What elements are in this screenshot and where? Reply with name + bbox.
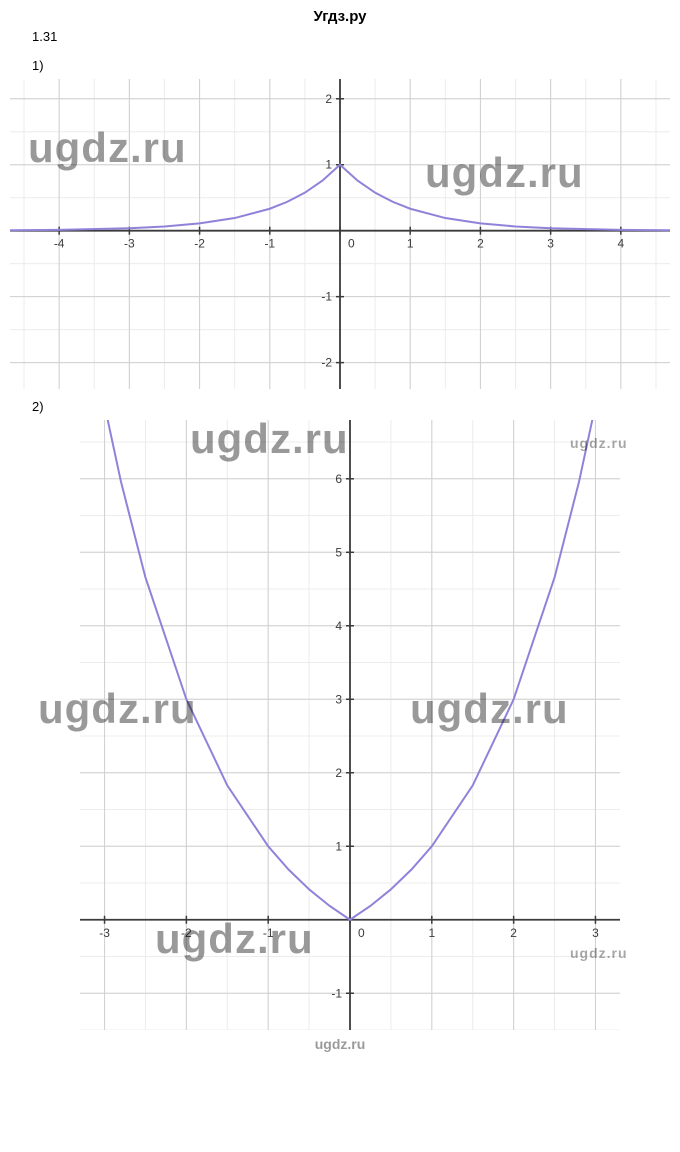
svg-text:-3: -3 <box>99 926 110 940</box>
svg-text:-2: -2 <box>194 237 205 251</box>
page-header: Угдз.ру <box>0 0 680 29</box>
sublabel-2: 2) <box>0 399 680 414</box>
svg-text:-1: -1 <box>321 290 332 304</box>
svg-text:-1: -1 <box>263 926 274 940</box>
chart-1-wrapper: -4-3-2-101234-2-112 ugdz.ru ugdz.ru <box>10 79 680 389</box>
svg-text:2: 2 <box>477 237 484 251</box>
svg-text:-2: -2 <box>181 926 192 940</box>
svg-text:2: 2 <box>510 926 517 940</box>
svg-text:1: 1 <box>428 926 435 940</box>
svg-text:2: 2 <box>335 766 342 780</box>
svg-text:0: 0 <box>348 237 355 251</box>
svg-text:1: 1 <box>335 839 342 853</box>
svg-text:5: 5 <box>335 545 342 559</box>
sublabel-1: 1) <box>0 58 680 73</box>
svg-text:-2: -2 <box>321 356 332 370</box>
footer-watermark: ugdz.ru <box>0 1030 680 1062</box>
svg-text:2: 2 <box>325 92 332 106</box>
svg-text:6: 6 <box>335 472 342 486</box>
svg-text:4: 4 <box>618 237 625 251</box>
svg-text:3: 3 <box>335 692 342 706</box>
svg-text:4: 4 <box>335 619 342 633</box>
svg-text:-3: -3 <box>124 237 135 251</box>
exercise-number: 1.31 <box>0 29 680 44</box>
svg-text:3: 3 <box>547 237 554 251</box>
svg-text:-4: -4 <box>54 237 65 251</box>
svg-text:3: 3 <box>592 926 599 940</box>
chart-2-wrapper: -3-2-10123-1123456 ugdz.ru ugdz.ru ugdz.… <box>80 420 680 1030</box>
chart-2: -3 -2 -1 0 1 2 3 -1 1 2 3 4 5 6 <box>80 420 620 1030</box>
svg-text:-1: -1 <box>331 986 342 1000</box>
svg-text:1: 1 <box>325 158 332 172</box>
chart-1: -4 -3 -2 -1 0 1 2 3 4 -2 -1 1 2 <box>10 79 670 389</box>
svg-text:0: 0 <box>358 926 365 940</box>
svg-text:1: 1 <box>407 237 414 251</box>
svg-text:-1: -1 <box>264 237 275 251</box>
